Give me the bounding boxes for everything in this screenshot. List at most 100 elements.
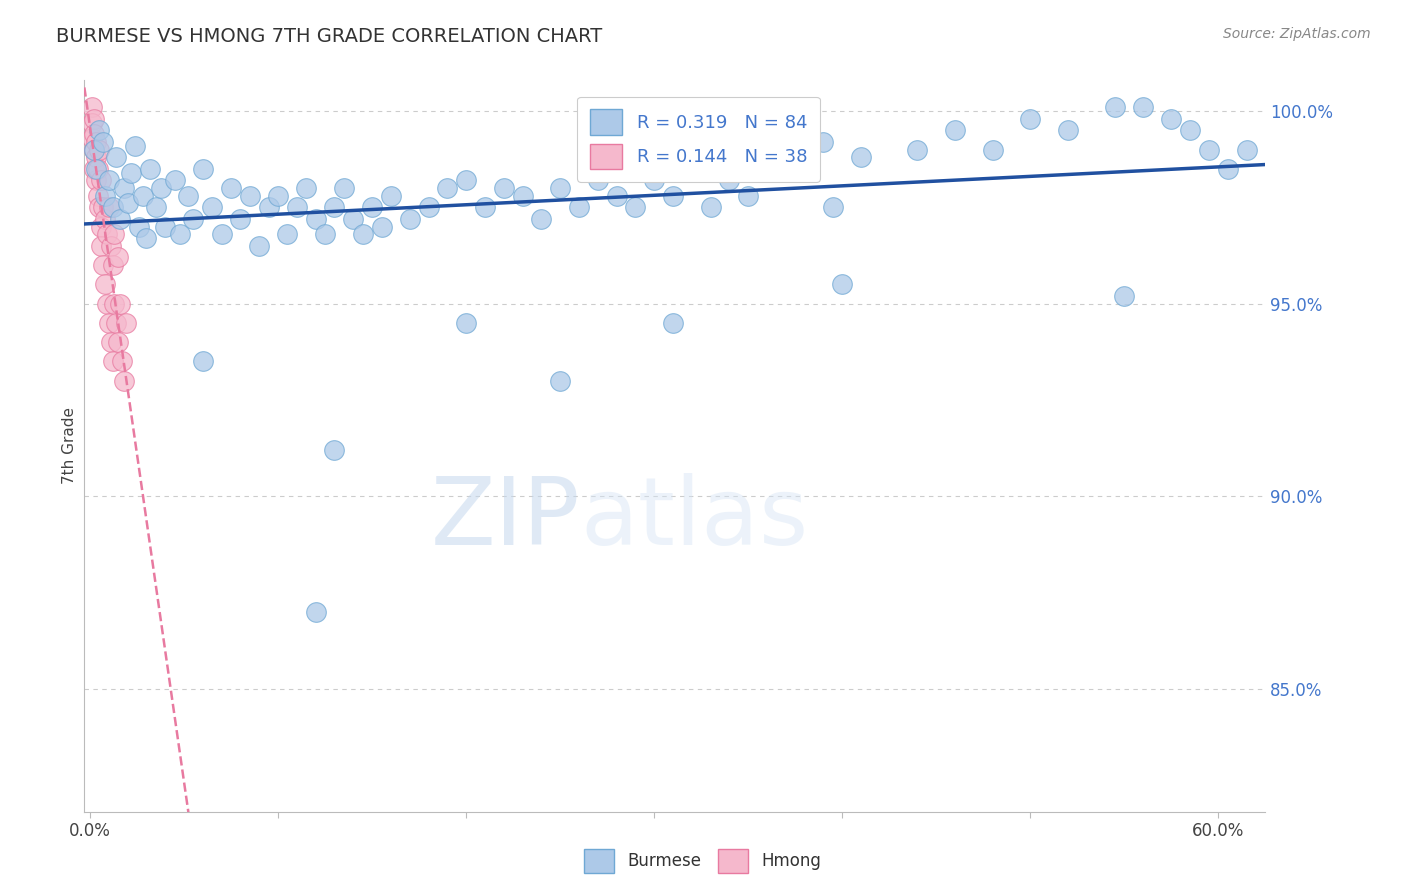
Point — [1216, 161, 1239, 176]
Point — [530, 211, 553, 226]
Point — [96, 296, 118, 310]
Point — [229, 211, 252, 226]
Point — [89, 123, 111, 137]
Point — [662, 188, 685, 202]
Point — [352, 227, 374, 242]
Point — [981, 143, 1004, 157]
Point — [201, 200, 224, 214]
Point — [370, 219, 392, 234]
Point — [474, 200, 496, 214]
Point — [80, 100, 103, 114]
Point — [323, 200, 346, 214]
Point — [257, 200, 280, 214]
Point — [276, 227, 298, 242]
Point — [1057, 123, 1080, 137]
Point — [849, 150, 872, 164]
Point — [169, 227, 191, 242]
Point — [718, 173, 741, 187]
Point — [83, 143, 105, 157]
Point — [1132, 100, 1154, 114]
Point — [267, 188, 290, 202]
Point — [83, 143, 105, 157]
Point — [107, 251, 129, 265]
Point — [91, 258, 114, 272]
Point — [323, 442, 346, 457]
Point — [111, 354, 134, 368]
Point — [83, 112, 105, 126]
Point — [1104, 100, 1126, 114]
Point — [662, 316, 685, 330]
Point — [100, 334, 122, 349]
Point — [124, 138, 146, 153]
Point — [84, 135, 107, 149]
Point — [117, 196, 139, 211]
Point — [342, 211, 364, 226]
Point — [775, 161, 797, 176]
Point — [624, 200, 647, 214]
Point — [285, 200, 308, 214]
Point — [1236, 143, 1258, 157]
Point — [219, 181, 242, 195]
Point — [90, 173, 112, 187]
Point — [84, 150, 107, 164]
Legend: Burmese, Hmong: Burmese, Hmong — [578, 842, 828, 880]
Point — [86, 161, 108, 176]
Point — [737, 188, 759, 202]
Point — [139, 161, 162, 176]
Point — [90, 239, 112, 253]
Point — [163, 173, 186, 187]
Point — [831, 277, 853, 292]
Text: ZIP: ZIP — [430, 473, 581, 566]
Point — [305, 211, 328, 226]
Point — [333, 181, 356, 195]
Point — [86, 188, 108, 202]
Point — [305, 605, 328, 619]
Point — [492, 181, 515, 195]
Point — [80, 131, 103, 145]
Point — [94, 211, 117, 226]
Text: BURMESE VS HMONG 7TH GRADE CORRELATION CHART: BURMESE VS HMONG 7TH GRADE CORRELATION C… — [56, 27, 603, 45]
Y-axis label: 7th Grade: 7th Grade — [62, 408, 77, 484]
Point — [120, 166, 142, 180]
Point — [177, 188, 200, 202]
Point — [145, 200, 167, 214]
Text: atlas: atlas — [581, 473, 808, 566]
Point — [97, 316, 120, 330]
Point — [131, 188, 153, 202]
Point — [103, 227, 125, 242]
Point — [813, 135, 835, 149]
Point — [101, 258, 124, 272]
Point — [103, 296, 125, 310]
Point — [699, 200, 721, 214]
Point — [456, 316, 478, 330]
Point — [90, 219, 112, 234]
Point — [94, 277, 117, 292]
Point — [105, 150, 128, 164]
Point — [239, 188, 262, 202]
Point — [89, 143, 111, 157]
Point — [101, 200, 124, 214]
Point — [83, 161, 105, 176]
Point — [398, 211, 420, 226]
Point — [108, 296, 131, 310]
Point — [83, 127, 105, 141]
Point — [1178, 123, 1201, 137]
Point — [96, 227, 118, 242]
Point — [436, 181, 458, 195]
Point — [105, 316, 128, 330]
Point — [183, 211, 205, 226]
Point — [155, 219, 177, 234]
Point — [943, 123, 966, 137]
Point — [681, 161, 703, 176]
Point — [91, 135, 114, 149]
Point — [211, 227, 233, 242]
Point — [380, 188, 402, 202]
Point — [112, 374, 135, 388]
Point — [821, 200, 844, 214]
Point — [1114, 289, 1136, 303]
Text: Source: ZipAtlas.com: Source: ZipAtlas.com — [1223, 27, 1371, 41]
Point — [548, 374, 571, 388]
Point — [191, 354, 214, 368]
Point — [586, 173, 609, 187]
Point — [135, 231, 157, 245]
